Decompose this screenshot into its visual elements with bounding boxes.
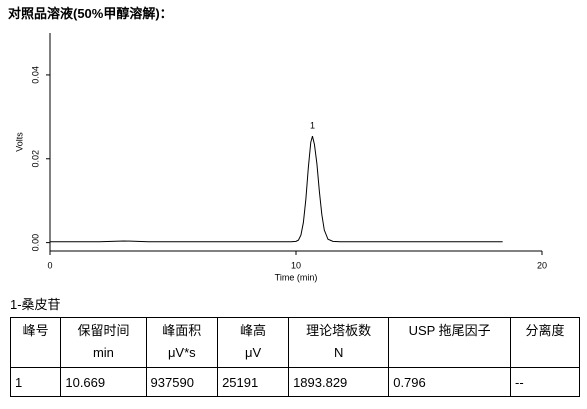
peak-label: 1: [310, 121, 315, 131]
column-header: 峰高 μV: [217, 317, 290, 368]
column-header: 峰面积 μV*s: [145, 317, 219, 368]
y-tick-label: 0.04: [30, 66, 40, 84]
y-tick-label: 0.02: [30, 150, 40, 168]
trace: [50, 136, 503, 243]
x-tick-label: 10: [291, 260, 301, 270]
column-header: 分离度: [510, 317, 580, 368]
column-unit: N: [333, 345, 344, 360]
table-row: 1 10.669 937590 25191 1893.829 0.796 --: [9, 367, 580, 397]
table-cell: 937590: [145, 367, 219, 397]
column-unit: min: [92, 345, 114, 360]
page-title: 对照品溶液(50%甲醇溶解)：: [8, 6, 173, 21]
table-cell: 25191: [217, 367, 290, 397]
column-header: 理论塔板数 N: [288, 317, 390, 368]
column-unit: μV*s: [167, 345, 196, 360]
column-name: 分离度: [525, 323, 565, 338]
column-name: 保留时间: [77, 323, 130, 338]
table-cell: --: [510, 367, 580, 397]
table-cell: 1893.829: [288, 367, 390, 397]
column-unit: μV: [244, 345, 262, 360]
column-name: 理论塔板数: [306, 323, 372, 338]
table-cell: 10.669: [60, 367, 147, 397]
table-cell: 1: [9, 367, 62, 397]
chart: 0.00 0.02 0.04 0 10 20 Time (min) Volts 1: [14, 33, 547, 282]
column-header: 峰号: [9, 317, 62, 368]
x-tick-label: 20: [537, 260, 547, 270]
column-name: 峰号: [22, 323, 49, 338]
column-name: 峰面积: [162, 323, 202, 338]
table-cell: 0.796: [388, 367, 512, 397]
result-table: 峰号 保留时间 min 峰面积 μV*s 峰高 μV 理论塔板数 N USP 拖尾因子 分离度 1 10…: [9, 317, 580, 397]
column-header: 保留时间 min: [60, 317, 147, 368]
y-tick-label: 0.00: [30, 234, 40, 252]
table-caption: 1-桑皮苷: [10, 297, 61, 312]
column-name: 峰高: [240, 323, 267, 338]
column-header: USP 拖尾因子: [388, 317, 512, 368]
column-name: USP 拖尾因子: [408, 323, 491, 338]
x-tick-label: 0: [47, 260, 52, 270]
x-axis-label: Time (min): [275, 272, 318, 282]
y-axis-label: Volts: [14, 132, 24, 152]
